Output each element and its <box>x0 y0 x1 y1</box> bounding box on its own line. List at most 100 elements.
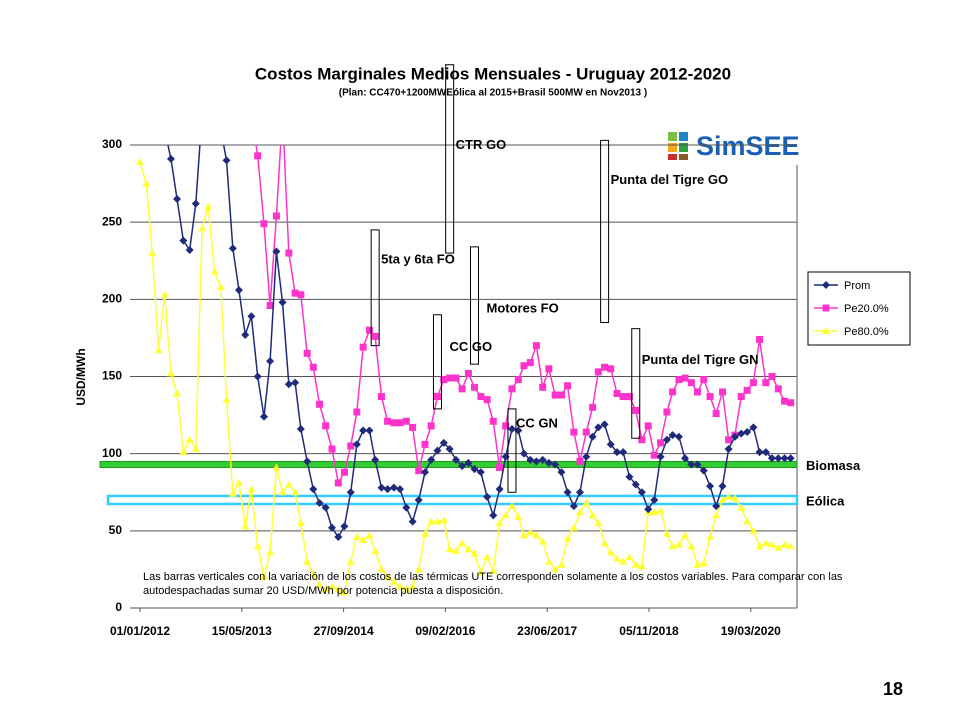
point <box>575 508 584 516</box>
point <box>316 400 324 408</box>
point <box>204 79 212 87</box>
point <box>415 467 423 475</box>
point <box>161 18 168 25</box>
point <box>545 365 553 373</box>
point <box>284 480 293 488</box>
point <box>613 554 622 562</box>
point <box>148 79 156 87</box>
point <box>451 455 460 464</box>
point <box>589 403 597 411</box>
point <box>668 542 677 550</box>
point <box>445 545 454 553</box>
logo-text: SimSEE <box>696 131 800 161</box>
point <box>210 267 219 275</box>
point <box>724 492 733 500</box>
point <box>582 499 591 507</box>
point <box>315 499 324 508</box>
point <box>242 103 249 110</box>
point <box>563 488 572 497</box>
point <box>768 373 776 380</box>
point <box>229 92 236 99</box>
point <box>507 502 516 510</box>
point <box>706 533 715 541</box>
point <box>228 489 237 497</box>
point <box>774 543 783 551</box>
point <box>136 18 144 26</box>
point <box>266 548 275 556</box>
point <box>526 455 535 464</box>
chart-title: Costos Marginales Medios Mensuales - Uru… <box>255 64 731 83</box>
point <box>483 553 492 561</box>
point <box>217 126 225 134</box>
point <box>656 452 665 461</box>
point <box>519 449 528 458</box>
point <box>365 531 374 539</box>
logo-tile <box>668 154 677 160</box>
point <box>185 435 194 443</box>
reference-band <box>99 460 798 468</box>
point <box>427 517 436 525</box>
point <box>340 588 349 596</box>
point <box>155 10 162 17</box>
point <box>575 488 584 497</box>
point <box>582 428 590 436</box>
point <box>662 529 671 537</box>
point <box>662 435 671 444</box>
point <box>149 3 156 10</box>
point <box>284 380 293 389</box>
point <box>569 502 578 511</box>
point <box>211 95 219 103</box>
point <box>489 511 498 520</box>
point <box>625 393 633 401</box>
point <box>211 80 218 87</box>
point <box>619 393 627 401</box>
point <box>315 580 324 588</box>
series-line <box>167 145 791 539</box>
point <box>259 412 268 421</box>
point <box>167 26 174 33</box>
point <box>161 126 169 134</box>
point <box>383 485 392 494</box>
point <box>155 95 163 103</box>
point <box>749 379 757 387</box>
point <box>613 389 621 397</box>
point <box>396 419 404 427</box>
legend-marker <box>822 281 830 289</box>
point <box>234 286 243 295</box>
point <box>743 517 752 525</box>
point <box>247 485 256 493</box>
point <box>402 503 411 512</box>
point <box>625 553 634 561</box>
point <box>260 220 268 228</box>
point <box>247 312 256 321</box>
point <box>259 573 268 581</box>
point <box>632 406 640 414</box>
point <box>223 87 230 94</box>
logo-tile <box>679 143 688 152</box>
point <box>148 249 157 257</box>
point <box>408 517 417 526</box>
point <box>718 495 727 503</box>
point <box>408 582 417 590</box>
point <box>470 549 479 557</box>
point <box>235 95 242 102</box>
point <box>476 468 485 477</box>
point <box>557 391 565 399</box>
point <box>470 465 479 474</box>
point <box>588 432 597 441</box>
point <box>440 376 448 384</box>
point <box>346 557 355 565</box>
point <box>625 472 634 481</box>
point <box>570 428 578 436</box>
point <box>414 495 423 504</box>
point <box>279 111 286 118</box>
point <box>253 372 262 381</box>
point <box>340 468 348 476</box>
point <box>663 408 671 416</box>
point <box>700 376 708 384</box>
point <box>322 422 330 430</box>
point <box>395 485 404 494</box>
point <box>173 389 182 397</box>
point <box>464 545 473 553</box>
logo-tile <box>668 132 677 141</box>
